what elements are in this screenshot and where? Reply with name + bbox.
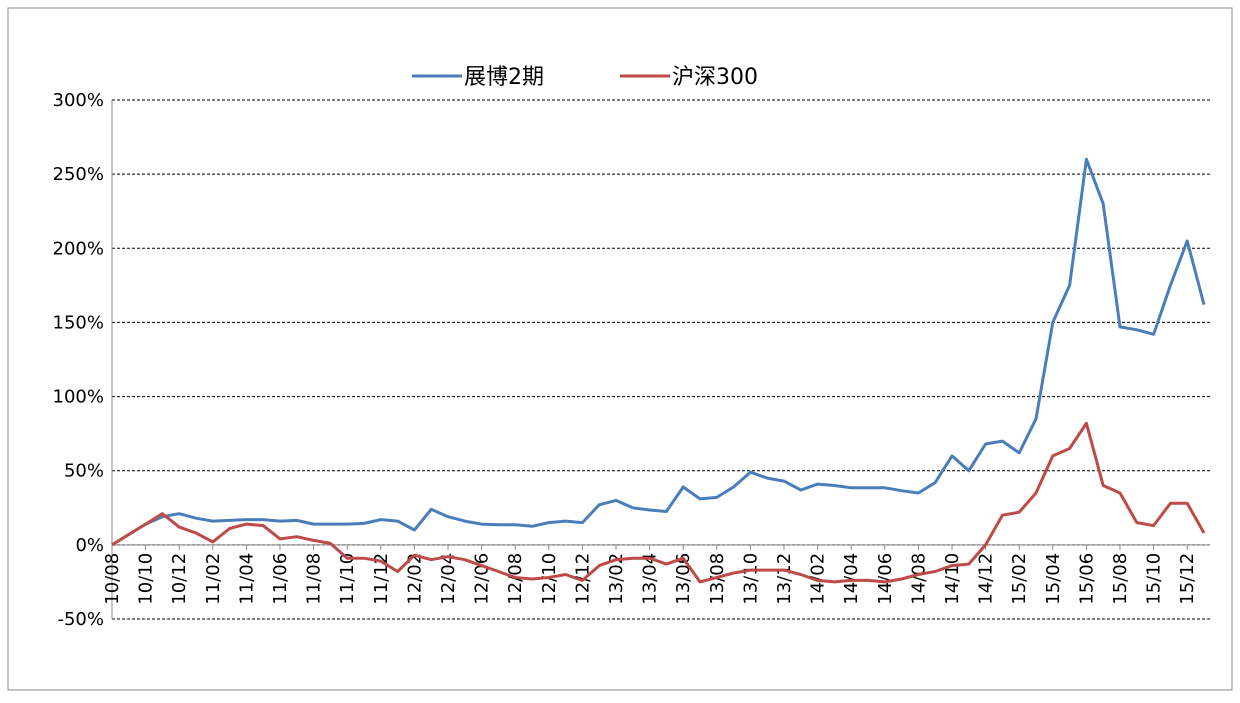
y-tick-label: 300% [53,90,104,111]
x-tick-label: 10/10 [136,553,157,605]
x-tick-label: 11/08 [304,553,325,605]
legend-label: 沪深300 [672,65,758,90]
chart-frame [7,7,1233,691]
x-tick-label: 11/10 [337,553,358,605]
series-line [111,157,1206,547]
y-tick-label: 0% [75,535,104,556]
x-tick-label: 13/12 [774,553,795,605]
x-tick-label: 11/06 [270,553,291,605]
legend-label: 展博2期 [464,65,544,90]
x-tick-label: 13/02 [606,553,627,605]
x-tick-label: 10/12 [169,553,190,605]
x-tick-label: 12/04 [438,553,459,605]
x-tick-label: 10/08 [102,553,123,605]
x-tick-label: 11/02 [203,553,224,605]
x-tick-label: 13/04 [640,553,661,605]
x-tick-label: 15/04 [1043,553,1064,605]
y-tick-label: 50% [64,461,104,482]
y-tick-label: 150% [53,312,104,333]
x-tick-label: 14/02 [808,553,829,605]
y-tick-label: 100% [53,387,104,408]
x-tick-label: 14/06 [875,553,896,605]
x-tick-label: 15/02 [1009,553,1030,605]
x-tick-label: 15/12 [1177,553,1198,605]
series-line [111,421,1206,584]
x-tick-label: 14/12 [976,553,997,605]
x-tick-label: 11/04 [236,553,257,605]
x-tick-label: 12/02 [404,553,425,605]
x-tick-label: 12/06 [472,553,493,605]
x-tick-label: 14/08 [908,553,929,605]
y-tick-label: -50% [57,609,104,630]
y-tick-label: 250% [53,164,104,185]
x-tick-label: 15/08 [1110,553,1131,605]
x-tick-label: 14/04 [841,553,862,605]
x-tick-label: 14/10 [942,553,963,605]
x-tick-label: 15/10 [1144,553,1165,605]
y-tick-label: 200% [53,238,104,259]
x-tick-label: 13/10 [740,553,761,605]
x-tick-label: 15/06 [1076,553,1097,605]
